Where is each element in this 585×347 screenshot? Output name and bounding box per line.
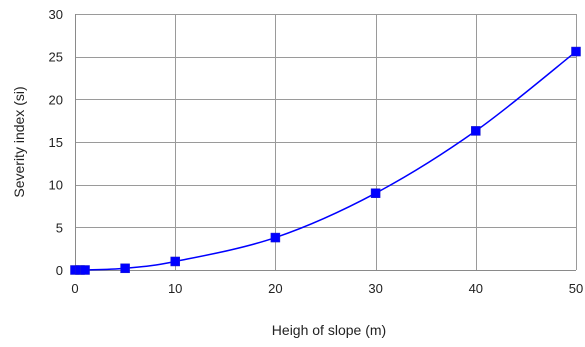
y-tick-label: 10 [49, 178, 63, 193]
y-tick-label: 20 [49, 92, 63, 107]
data-point-marker [270, 232, 281, 243]
x-tick-label: 50 [569, 281, 583, 296]
y-tick-label: 30 [49, 7, 63, 22]
grid [75, 14, 577, 270]
y-tick-label: 5 [56, 220, 63, 235]
data-point-marker [80, 265, 90, 275]
data-point-marker [170, 256, 180, 267]
x-tick-label: 20 [268, 281, 282, 296]
series-plot [70, 46, 581, 275]
x-axis-title: Heigh of slope (m) [272, 322, 386, 338]
x-tick-label: 10 [168, 281, 182, 296]
x-tick-label: 40 [469, 281, 483, 296]
data-point-marker [571, 46, 581, 57]
data-point-marker [471, 126, 481, 136]
tick-labels: 0 5 10 15 20 25 30 0 10 20 30 40 50 [49, 7, 584, 296]
y-axis-title: Severity index (si) [11, 86, 27, 197]
y-tick-label: 25 [49, 50, 63, 65]
y-tick-label: 15 [49, 135, 63, 150]
data-point-marker [370, 188, 381, 198]
y-tick-label: 0 [56, 263, 63, 278]
series-line [75, 50, 577, 271]
x-tick-label: 30 [368, 281, 382, 296]
data-point-marker [120, 263, 130, 274]
x-tick-label: 0 [71, 281, 78, 296]
axes [75, 14, 576, 271]
